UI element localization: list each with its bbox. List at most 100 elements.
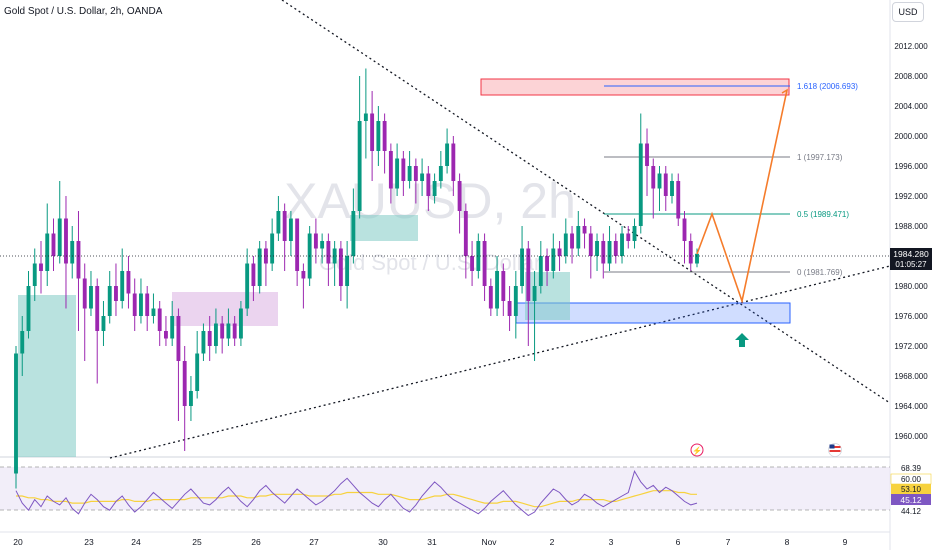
candle [338, 241, 343, 301]
candle [332, 241, 337, 286]
candle-body [670, 181, 674, 196]
candle-body [463, 211, 468, 256]
flash-icon[interactable]: ⚡ [690, 443, 704, 457]
price-tick-label: 2004.000 [894, 102, 928, 111]
candle-body [89, 286, 93, 309]
candle-body [401, 158, 406, 181]
candle-body [563, 233, 568, 256]
candle [451, 136, 456, 196]
candle [470, 241, 475, 286]
fib-label-zero: 0 (1981.769) [797, 268, 843, 277]
candle-body [207, 331, 212, 346]
candle [95, 278, 100, 384]
rsi-axis-label: 68.39 [901, 464, 922, 473]
candle [276, 196, 281, 241]
candle [226, 308, 231, 346]
candle-body [270, 233, 275, 264]
candle-body [326, 241, 331, 264]
candle-body [413, 166, 418, 181]
time-axis[interactable]: 20 23 24 25 26 27 30 31 Nov 2 3 6 7 8 9 [13, 537, 847, 547]
candle [164, 316, 168, 346]
candle-body [513, 286, 518, 316]
price-axis[interactable]: 2012.000 2008.000 2004.000 2000.000 1996.000… [894, 42, 928, 441]
candle [395, 143, 400, 196]
watermark-name: Gold Spot / U.S. Dollar [319, 250, 542, 275]
us-flag-icon[interactable] [828, 443, 842, 457]
candle-body [645, 143, 649, 166]
fib-levels[interactable]: 1.618 (2006.693) 1 (1997.173) 0.5 (1989.… [604, 82, 858, 277]
candle [432, 173, 437, 204]
ascending-trendline[interactable] [109, 265, 891, 459]
price-tick-label: 1972.000 [894, 342, 928, 351]
candle-body [551, 248, 556, 271]
fib-label-ext: 1.618 (2006.693) [797, 82, 858, 91]
time-tick-label: 20 [13, 537, 23, 547]
candle [188, 376, 193, 421]
projection-arrowhead [781, 88, 788, 97]
time-tick-label: 23 [84, 537, 94, 547]
candle-body [632, 226, 637, 241]
candle-body [39, 263, 43, 271]
descending-trendline[interactable] [281, 0, 891, 404]
projection-path[interactable] [696, 89, 788, 304]
candle [245, 248, 250, 316]
candle-body [176, 316, 181, 361]
candle-body [157, 308, 162, 331]
candle [326, 233, 331, 286]
candle [257, 241, 262, 294]
candle-body [351, 211, 356, 256]
candle-body [45, 233, 50, 271]
candle [238, 301, 243, 346]
candle [551, 233, 556, 279]
rsi-lines [15, 469, 698, 517]
candle [476, 233, 481, 279]
candle-body [51, 233, 56, 256]
candle-body [457, 181, 462, 211]
candle [70, 226, 75, 279]
time-tick-label: 3 [609, 537, 614, 547]
candle-body [488, 286, 493, 309]
candle-body [301, 271, 306, 279]
candle-body [238, 308, 243, 339]
candle [620, 226, 624, 264]
candle-body [120, 271, 125, 301]
candle [401, 151, 406, 196]
candle-body [245, 263, 250, 309]
candle [532, 271, 537, 361]
candle-body [32, 263, 37, 286]
candle-body [407, 166, 412, 181]
candle-body [395, 158, 400, 189]
candle-body [607, 241, 612, 264]
candle-body [557, 248, 562, 256]
candle [220, 316, 225, 354]
candle [513, 271, 518, 339]
candle [213, 308, 218, 354]
candle [76, 211, 81, 331]
candle [145, 286, 150, 331]
candle [132, 278, 137, 331]
candle-body [532, 286, 537, 301]
candle-body [582, 226, 587, 234]
candle-body [526, 248, 531, 301]
time-tick-label: 7 [726, 537, 731, 547]
time-tick-label: 8 [785, 537, 790, 547]
candle [545, 248, 549, 286]
candle-body [188, 391, 193, 406]
candle [557, 241, 562, 271]
candle-body [295, 218, 300, 271]
candle [576, 211, 581, 256]
svg-text:⚡: ⚡ [692, 446, 702, 456]
candle-body [357, 121, 362, 211]
candle-body [57, 218, 62, 256]
rsi-value-tag [891, 494, 931, 505]
time-tick-label: 25 [192, 537, 202, 547]
candle [638, 113, 643, 234]
supply-zone[interactable] [480, 78, 790, 96]
currency-button[interactable]: USD [892, 2, 924, 22]
candle-body [545, 256, 549, 271]
candle [45, 203, 50, 286]
candle [39, 241, 43, 294]
rsi-ma-line [16, 490, 697, 508]
